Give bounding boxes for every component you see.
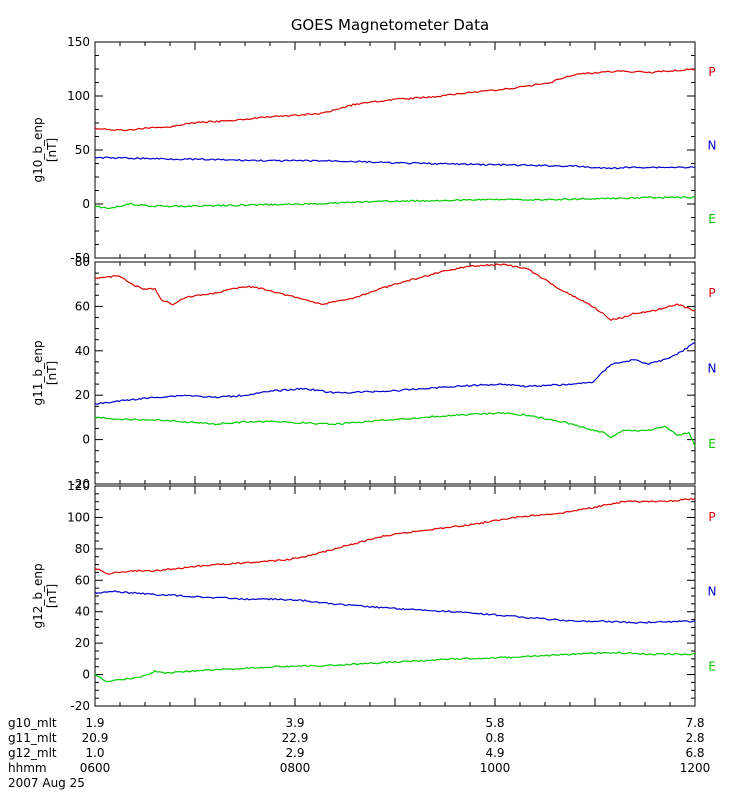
footer-row-label: g12_mlt <box>8 746 57 760</box>
y-tick-label: 120 <box>67 479 90 493</box>
series-P-line <box>94 497 696 575</box>
series-P-line <box>94 263 696 322</box>
plot-frame <box>94 261 696 485</box>
series-label-P: P <box>708 510 715 524</box>
footer-value: 20.9 <box>82 731 109 745</box>
footer-row-label: g11_mlt <box>8 731 57 745</box>
y-tick-label: 20 <box>75 388 90 402</box>
footer-value: 3.9 <box>285 716 304 730</box>
footer-value: 5.8 <box>485 716 504 730</box>
footer-value: 0800 <box>280 761 311 775</box>
footer-value: 2.8 <box>685 731 704 745</box>
footer-value: 1.0 <box>85 746 104 760</box>
y-tick-label: 100 <box>67 510 90 524</box>
footer-value: 1200 <box>680 761 711 775</box>
series-P-line <box>94 68 695 132</box>
y-axis-unit: [nT] <box>45 584 59 608</box>
footer-value: 0600 <box>80 761 111 775</box>
footer-value: 1000 <box>480 761 511 775</box>
y-tick-label: 80 <box>75 255 90 269</box>
panel-3: -20 0 20 40 60 80 100 120 g12_b_enp [nT] P N E <box>31 479 716 713</box>
y-tick-label: 50 <box>75 143 90 157</box>
y-tick-label: 20 <box>75 636 90 650</box>
plot-frame <box>94 41 696 259</box>
series-E-line <box>94 411 696 447</box>
y-tick-label: -50 <box>70 251 90 265</box>
footer-row-label: hhmm <box>8 761 47 775</box>
y-tick-label: 150 <box>67 35 90 49</box>
y-tick-label: 60 <box>75 573 90 587</box>
y-tick-label: 0 <box>82 197 90 211</box>
series-label-E: E <box>708 659 716 673</box>
footer-value: 0.8 <box>485 731 504 745</box>
y-axis-unit: [nT] <box>45 361 59 385</box>
y-tick-label: 80 <box>75 542 90 556</box>
footer-row-label: g10_mlt <box>8 716 57 730</box>
y-tick-label: 40 <box>75 605 90 619</box>
y-tick-label: 60 <box>75 299 90 313</box>
y-axis-unit: [nT] <box>45 138 59 162</box>
y-tick-label: 100 <box>67 89 90 103</box>
panel-1: -50 0 50 100 150 g10_b_enp [nT] P N E <box>31 35 716 265</box>
y-axis-label: g10_b_enp <box>31 117 45 182</box>
series-label-E: E <box>708 437 716 451</box>
series-label-P: P <box>708 286 715 300</box>
chart-title: GOES Magnetometer Data <box>291 16 489 34</box>
footer-value: 1.9 <box>85 716 104 730</box>
series-E-line <box>94 196 696 210</box>
footer-date: 2007 Aug 25 <box>8 776 85 790</box>
y-tick-label: 0 <box>82 433 90 447</box>
series-label-E: E <box>708 212 716 226</box>
footer-value: 6.8 <box>685 746 704 760</box>
y-tick-label: -20 <box>70 699 90 713</box>
y-tick-label: 0 <box>82 668 90 682</box>
series-N-line <box>94 156 696 170</box>
y-axis-label: g11_b_enp <box>31 340 45 405</box>
y-tick-label: 40 <box>75 344 90 358</box>
footer-value: 2.9 <box>285 746 304 760</box>
series-N-line <box>94 590 696 624</box>
y-tick-label: -20 <box>70 477 90 491</box>
footer-value: 22.9 <box>282 731 309 745</box>
series-N-line <box>94 342 696 405</box>
y-axis-label: g12_b_enp <box>31 563 45 628</box>
panel-2: -20 0 20 40 60 80 g11_b_enp [nT] P N E <box>31 255 716 491</box>
series-label-N: N <box>708 585 717 599</box>
series-label-N: N <box>708 139 717 153</box>
series-label-P: P <box>708 65 715 79</box>
footer-value: 4.9 <box>485 746 504 760</box>
series-label-N: N <box>708 362 717 376</box>
series-E-line <box>94 651 696 683</box>
footer-value: 7.8 <box>685 716 704 730</box>
